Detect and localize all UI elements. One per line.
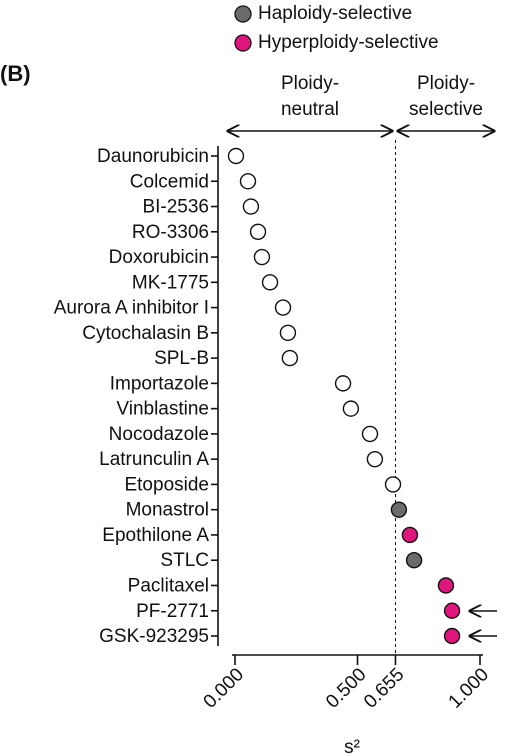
y-tick-label: Etoposide (124, 474, 209, 495)
dot (281, 349, 299, 367)
y-tick-label: MK-1775 (132, 272, 209, 293)
dot (261, 274, 279, 291)
y-tick-label: SPL-B (154, 348, 209, 369)
dot (253, 248, 271, 266)
legend-label: Hyperploidy-selective (258, 32, 439, 53)
dot (274, 299, 292, 316)
dot (390, 501, 408, 518)
legend-swatch (234, 5, 252, 23)
y-tick-label: Doxorubicin (109, 247, 209, 268)
dot (227, 147, 245, 165)
y-tick-label: Cytochalasin B (82, 323, 209, 344)
dot (279, 324, 297, 342)
dot (239, 173, 257, 190)
dot (334, 375, 352, 392)
x-tick-label: 0.500 (322, 664, 370, 712)
x-tick-label: 0.655 (360, 664, 408, 712)
dot (342, 400, 360, 417)
y-tick-label: BI-2536 (142, 197, 209, 218)
panel-label: (B) (0, 61, 31, 86)
dot (401, 526, 419, 544)
dot (361, 425, 379, 443)
x-tick-label: 1.000 (445, 664, 493, 712)
x-axis-label: s² (344, 737, 360, 756)
dot (249, 223, 267, 240)
legend-swatch (234, 34, 252, 52)
y-tick-label: Daunorubicin (97, 146, 209, 167)
dot (437, 577, 455, 594)
dot (242, 198, 260, 215)
y-tick-label: STLC (160, 550, 209, 571)
y-tick-label: RO-3306 (132, 222, 209, 243)
x-tick-label: 0.000 (200, 664, 248, 712)
legend-label: Haploidy-selective (258, 3, 412, 24)
y-tick-label: Latrunculin A (99, 449, 209, 470)
dot (443, 602, 461, 619)
region-label: neutral (281, 99, 339, 120)
y-tick-label: Paclitaxel (128, 575, 209, 596)
dot (405, 552, 423, 569)
y-tick-label: Vinblastine (116, 399, 209, 420)
y-tick-label: Nocodazole (109, 424, 209, 445)
y-tick-label: Importazole (110, 373, 209, 394)
y-tick-label: Colcemid (130, 171, 209, 192)
region-label: selective (409, 99, 483, 120)
y-tick-label: PF-2771 (136, 601, 209, 622)
y-tick-label: Epothilone A (102, 525, 209, 546)
region-label: Ploidy- (281, 73, 339, 94)
dot (443, 627, 461, 645)
y-tick-label: Aurora A inhibitor I (54, 298, 209, 319)
dot (384, 476, 402, 493)
region-label: Ploidy- (417, 73, 475, 94)
y-tick-label: GSK-923295 (99, 626, 209, 647)
dot (366, 450, 384, 468)
y-tick-label: Monastrol (126, 500, 209, 521)
